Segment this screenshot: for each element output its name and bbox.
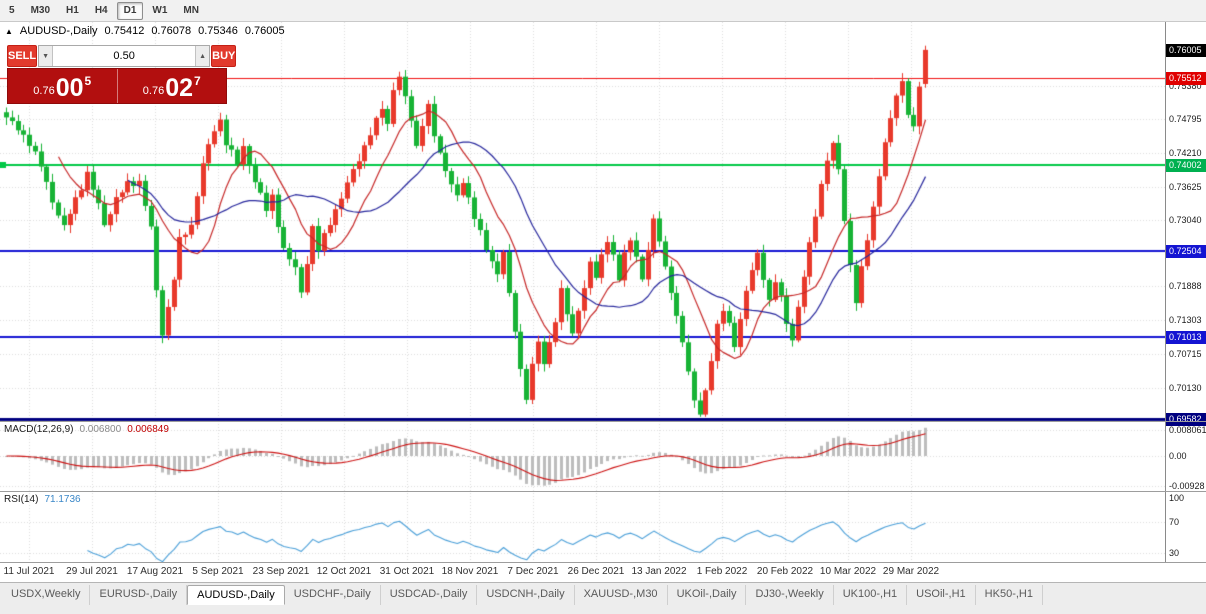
date-label: 13 Jan 2022 [631,566,687,577]
chart-tab-bar: USDX,Weekly EURUSD-,Daily AUDUSD-,Daily USD… [0,582,1206,614]
timeframe-button-m30[interactable]: M30 [24,2,57,20]
macd-signal-value: 0.006849 [127,424,169,435]
volume-increase-button[interactable]: ▲ [195,46,210,66]
buy-button[interactable]: BUY [211,45,237,67]
chart-tab-xauusd-m30[interactable]: XAUUSD-,M30 [575,585,668,605]
date-label: 17 Aug 2021 [126,566,184,577]
macd-axis-label: 0.008061 [1169,425,1206,435]
price-tick-label: 0.71303 [1169,315,1202,325]
macd-indicator-label: MACD(12,26,9) 0.006800 0.006849 [4,424,169,435]
date-label: 20 Feb 2022 [756,566,814,577]
rsi-axis-label: 30 [1169,548,1180,558]
timeframe-button-5[interactable]: 5 [2,2,22,20]
chart-tab-eurusd-daily[interactable]: EURUSD-,Daily [90,585,188,605]
volume-input[interactable] [53,46,196,66]
date-label: 1 Feb 2022 [696,566,748,577]
timeframe-button-h4[interactable]: H4 [88,2,115,20]
ohlc-open: 0.75412 [104,25,145,37]
price-tick-label: 0.71888 [1169,281,1202,291]
chart-tab-audusd-daily[interactable]: AUDUSD-,Daily [187,585,285,605]
macd-main-value: 0.006800 [79,424,122,435]
date-label: 26 Dec 2021 [567,566,625,577]
chart-symbol-label: AUDUSD-,Daily [19,25,98,37]
price-axis[interactable]: 0.75380 0.74795 0.74210 0.73625 0.73040 0.718… [1165,22,1206,562]
price-level-badge: 0.75512 [1166,72,1206,85]
ohlc-close: 0.76005 [244,25,285,37]
date-label: 29 Jul 2021 [66,566,118,577]
macd-pane-splitter[interactable] [0,421,1206,422]
price-level-badge: 0.74002 [1166,159,1206,172]
date-label: 12 Oct 2021 [316,566,372,577]
date-label: 10 Mar 2022 [819,566,877,577]
price-tick-label: 0.73040 [1169,215,1202,225]
price-level-badge: 0.72504 [1166,245,1206,258]
price-tick-label: 0.75380 [1169,81,1202,91]
macd-title: MACD(12,26,9) [4,424,74,435]
sell-button[interactable]: SELL [7,45,38,67]
rsi-title: RSI(14) [4,494,39,505]
buy-price-small: 0.76 [142,85,165,97]
price-tick-label: 0.70130 [1169,383,1202,393]
chart-tab-uk100-h1[interactable]: UK100-,H1 [834,585,908,605]
volume-decrease-button[interactable]: ▼ [39,46,54,66]
rsi-indicator-label: RSI(14) 71.1736 [4,494,81,505]
chart-ohlc-header: ▲ AUDUSD-,Daily 0.75412 0.76078 0.75346 … [5,25,285,37]
date-label: 31 Oct 2021 [379,566,435,577]
buy-price-big: 02 [165,74,194,102]
rsi-axis-label: 100 [1169,493,1185,503]
ohlc-high: 0.76078 [151,25,192,37]
chart-window: ▲ AUDUSD-,Daily 0.75412 0.76078 0.75346 … [0,22,1206,562]
date-label: 29 Mar 2022 [882,566,940,577]
volume-field: ▼ ▲ [38,45,211,67]
timeframe-toolbar: 5 M30 H1 H4 D1 W1 MN [0,0,1206,22]
date-label: 5 Sep 2021 [192,566,244,577]
macd-axis-label: -0.00928 [1169,481,1205,491]
buy-price-display[interactable]: 0.76 02 7 [118,69,227,103]
sell-price-big: 00 [55,74,84,102]
buy-price-sup: 7 [194,74,201,88]
macd-axis-label: 0.00 [1169,451,1187,461]
sell-price-display[interactable]: 0.76 00 5 [8,69,118,103]
price-tick-label: 0.73625 [1169,182,1202,192]
chart-tab-usdchf-daily[interactable]: USDCHF-,Daily [285,585,381,605]
price-level-badge: 0.69582 [1166,413,1206,426]
chart-tab-hk50-h1[interactable]: HK50-,H1 [976,585,1043,605]
date-label: 23 Sep 2021 [252,566,310,577]
current-price-badge: 0.76005 [1166,44,1206,57]
chart-tab-usdcnh-daily[interactable]: USDCNH-,Daily [477,585,575,605]
sell-price-small: 0.76 [33,85,55,97]
rsi-value: 71.1736 [44,494,81,505]
price-tick-label: 0.70715 [1169,349,1202,359]
price-tick-label: 0.74795 [1169,114,1202,124]
price-level-badge: 0.71013 [1166,331,1206,344]
trade-panel-toggle-icon[interactable]: ▲ [5,26,13,36]
rsi-pane-splitter[interactable] [0,491,1206,492]
timeframe-button-w1[interactable]: W1 [145,2,174,20]
chart-tab-usdcad-daily[interactable]: USDCAD-,Daily [381,585,478,605]
chart-tab-dj30-weekly[interactable]: DJ30-,Weekly [746,585,834,605]
date-label: 7 Dec 2021 [507,566,559,577]
price-tick-label: 0.74210 [1169,148,1202,158]
rsi-axis-label: 70 [1169,517,1180,527]
ohlc-low: 0.75346 [198,25,238,37]
chart-tab-usoil-h1[interactable]: USOil-,H1 [907,585,976,605]
timeframe-button-h1[interactable]: H1 [59,2,86,20]
chart-tab-ukoil-daily[interactable]: UKOil-,Daily [668,585,747,605]
sell-price-sup: 5 [84,74,92,88]
date-label: 11 Jul 2021 [3,566,55,577]
date-label: 18 Nov 2021 [441,566,499,577]
timeframe-button-d1[interactable]: D1 [116,1,144,20]
one-click-trading-panel: SELL ▼ ▲ BUY 0.76 00 5 0.76 02 7 [7,45,237,104]
chart-tab-usdx-weekly[interactable]: USDX,Weekly [2,585,91,605]
timeframe-button-mn[interactable]: MN [176,2,206,20]
date-axis[interactable]: 11 Jul 2021 29 Jul 2021 17 Aug 2021 5 Sep 2… [0,562,1206,582]
chart-plot-area[interactable] [0,22,1165,562]
